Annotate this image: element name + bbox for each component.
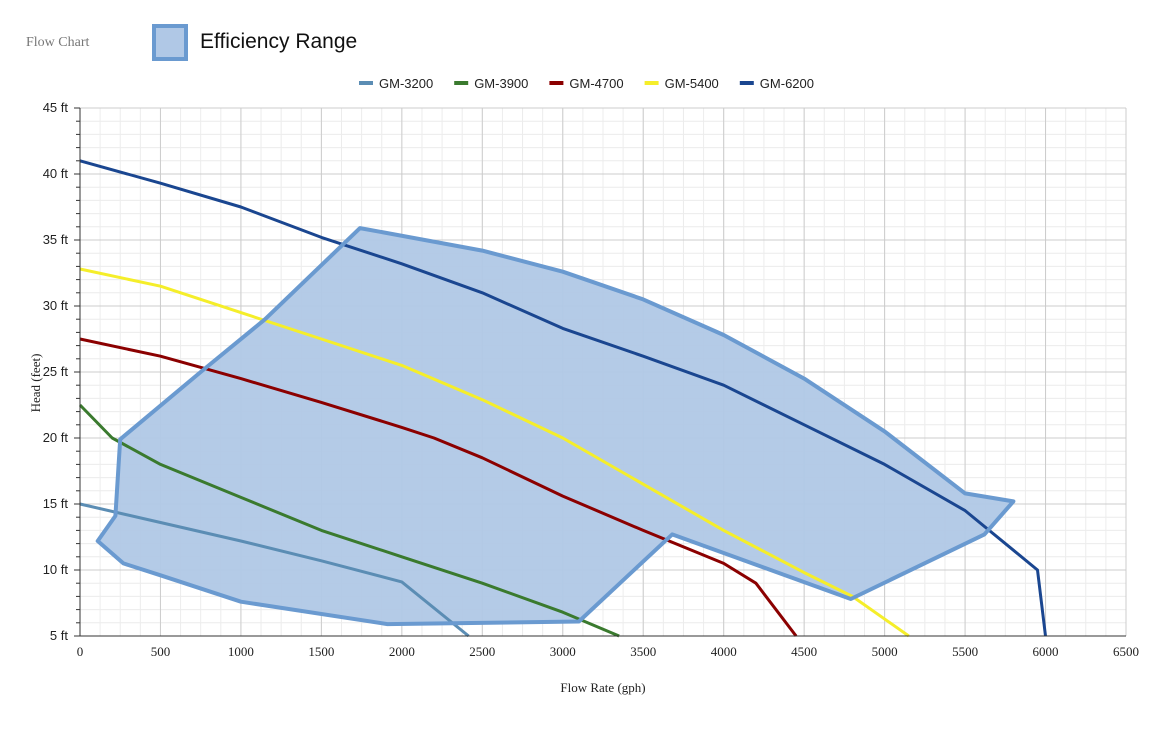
x-tick-label: 1000 <box>228 644 254 659</box>
x-tick-label: 4500 <box>791 644 817 659</box>
series-legend: GM-3200 GM-3900 GM-4700 GM-5400 GM-6200 <box>359 76 814 91</box>
y-tick-label: 40 ft <box>43 166 69 181</box>
series-line-gm-3200 <box>79 502 470 638</box>
y-tick-labels: 5 ft 10 ft 15 ft 20 ft 25 ft 30 ft 35 ft 40 ft 4… <box>43 100 69 643</box>
legend-label-gm-3900: GM-3900 <box>474 76 528 91</box>
series-line-gm-6200 <box>79 159 1047 637</box>
x-tick-label: 6500 <box>1113 644 1139 659</box>
y-tick-label: 45 ft <box>43 100 69 115</box>
series-lines <box>78 159 1047 638</box>
efficiency-range-layer <box>97 228 1014 625</box>
y-tick-label: 15 ft <box>43 496 69 511</box>
x-tick-label: 5000 <box>872 644 898 659</box>
y-axis-label: Head (feet) <box>28 354 43 413</box>
x-tick-label: 4000 <box>711 644 737 659</box>
series-line-gm-5400 <box>79 267 910 638</box>
legend-label-gm-6200: GM-6200 <box>760 76 814 91</box>
y-tick-label: 5 ft <box>50 628 68 643</box>
page-title: Flow Chart <box>26 35 90 50</box>
x-tick-label: 500 <box>151 644 171 659</box>
x-tick-label: 6000 <box>1033 644 1059 659</box>
legend-label-gm-4700: GM-4700 <box>569 76 623 91</box>
x-tick-label: 2000 <box>389 644 415 659</box>
x-tick-label: 3500 <box>630 644 656 659</box>
x-tick-label: 1500 <box>308 644 334 659</box>
y-tick-label: 35 ft <box>43 232 69 247</box>
legend-label-gm-5400: GM-5400 <box>665 76 719 91</box>
y-tick-label: 25 ft <box>43 364 69 379</box>
x-tick-labels: 0 500 1000 1500 2000 2500 3000 3500 4000 4500 5000… <box>77 644 1139 659</box>
x-axis-label: Flow Rate (gph) <box>560 680 645 695</box>
series-line-gm-4700 <box>79 337 798 637</box>
efficiency-legend-swatch <box>152 24 188 61</box>
y-tick-label: 30 ft <box>43 298 69 313</box>
x-tick-label: 3000 <box>550 644 576 659</box>
efficiency-range-outline <box>95 226 1016 627</box>
efficiency-range-area <box>97 228 1014 625</box>
x-tick-label: 2500 <box>469 644 495 659</box>
legend-label-gm-3200: GM-3200 <box>379 76 433 91</box>
x-tick-label: 5500 <box>952 644 978 659</box>
y-tick-label: 10 ft <box>43 562 69 577</box>
efficiency-legend-label: Efficiency Range <box>200 30 357 53</box>
y-tick-label: 20 ft <box>43 430 69 445</box>
x-tick-label: 0 <box>77 644 84 659</box>
axes <box>74 107 1126 637</box>
series-line-gm-3900 <box>78 403 620 638</box>
